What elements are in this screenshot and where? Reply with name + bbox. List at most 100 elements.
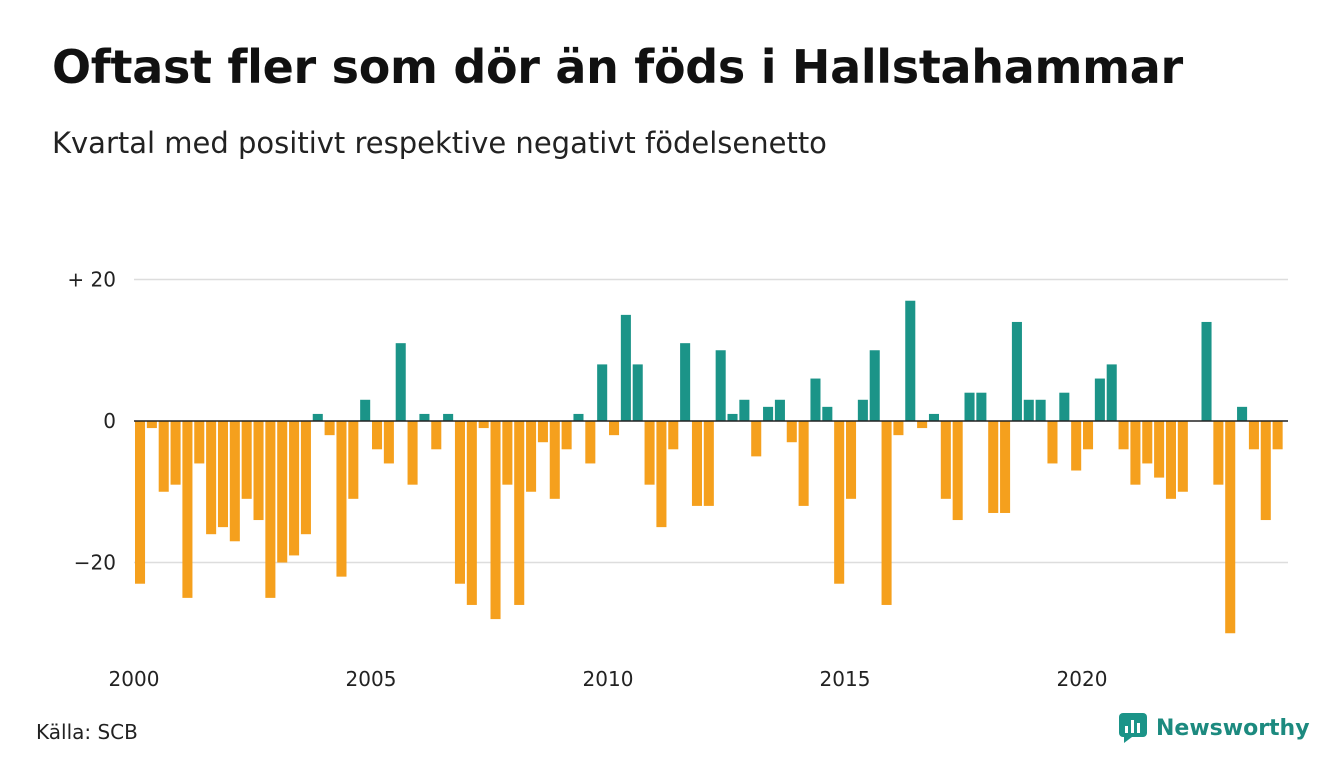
y-axis-ticks: + 20 0 −20 bbox=[67, 268, 116, 575]
bar-negative bbox=[229, 421, 240, 542]
bar-negative bbox=[146, 421, 157, 429]
x-axis-ticks: 2000 2005 2010 2015 2020 bbox=[109, 667, 1108, 691]
x-tick-label: 2005 bbox=[346, 667, 397, 691]
bar-positive bbox=[905, 300, 916, 421]
bar-positive bbox=[810, 378, 821, 421]
bar-positive bbox=[1035, 399, 1046, 421]
bar-negative bbox=[182, 421, 193, 598]
bar-negative bbox=[372, 421, 383, 450]
bar-negative bbox=[609, 421, 620, 436]
bar-negative bbox=[135, 421, 146, 584]
bar-negative bbox=[1047, 421, 1058, 464]
x-tick-label: 2010 bbox=[583, 667, 634, 691]
bar-positive bbox=[632, 364, 643, 421]
x-tick-label: 2015 bbox=[820, 667, 871, 691]
newsworthy-logo-icon bbox=[1119, 713, 1147, 743]
bar-negative bbox=[277, 421, 288, 563]
bar-positive bbox=[1237, 406, 1248, 421]
bar-negative bbox=[1142, 421, 1153, 464]
chart-subtitle: Kvartal med positivt respektive negativt… bbox=[52, 126, 827, 160]
bar-negative bbox=[253, 421, 264, 521]
bar-negative bbox=[881, 421, 892, 605]
bar-negative bbox=[324, 421, 335, 436]
bar-positive bbox=[869, 350, 880, 421]
bar-negative bbox=[703, 421, 714, 506]
bar-negative bbox=[466, 421, 477, 605]
bar-negative bbox=[206, 421, 217, 535]
bar-negative bbox=[561, 421, 572, 450]
bar-negative bbox=[786, 421, 797, 443]
bar-positive bbox=[573, 413, 584, 421]
bar-negative bbox=[798, 421, 809, 506]
x-tick-label: 2000 bbox=[109, 667, 160, 691]
bar-positive bbox=[739, 399, 750, 421]
bar-positive bbox=[928, 413, 939, 421]
bar-positive bbox=[976, 392, 987, 421]
bar-positive bbox=[822, 406, 833, 421]
bar-negative bbox=[668, 421, 679, 450]
bar-negative bbox=[265, 421, 276, 598]
brand-name: Newsworthy bbox=[1156, 715, 1310, 741]
bar-negative bbox=[1130, 421, 1141, 485]
bar-positive bbox=[1106, 364, 1117, 421]
bar-negative bbox=[514, 421, 525, 605]
bar-negative bbox=[1071, 421, 1082, 471]
bar-negative bbox=[1248, 421, 1259, 450]
x-tick-label: 2020 bbox=[1057, 667, 1108, 691]
bar-positive bbox=[1011, 321, 1022, 421]
bar-negative bbox=[644, 421, 655, 485]
bar-positive bbox=[597, 364, 608, 421]
source-note: Källa: SCB bbox=[36, 720, 138, 744]
bar-negative bbox=[1177, 421, 1188, 492]
bar-negative bbox=[431, 421, 442, 450]
bar-negative bbox=[289, 421, 300, 556]
bar-negative bbox=[751, 421, 762, 457]
bar-negative bbox=[1272, 421, 1283, 450]
bar-negative bbox=[1154, 421, 1165, 478]
bar-negative bbox=[1000, 421, 1011, 513]
bar-positive bbox=[620, 314, 631, 421]
bar-positive bbox=[1201, 321, 1212, 421]
bar-negative bbox=[585, 421, 596, 464]
bar-negative bbox=[537, 421, 548, 443]
bar-negative bbox=[490, 421, 501, 620]
newsworthy-logo[interactable]: Newsworthy bbox=[1118, 712, 1310, 744]
bar-negative bbox=[407, 421, 418, 485]
chart-title: Oftast fler som dör än föds i Hallstaham… bbox=[52, 40, 1183, 94]
bar-negative bbox=[952, 421, 963, 521]
bar-positive bbox=[312, 413, 323, 421]
bar-negative bbox=[1213, 421, 1224, 485]
bar-negative bbox=[1225, 421, 1236, 634]
bar-negative bbox=[940, 421, 951, 499]
bar-negative bbox=[549, 421, 560, 499]
bar-negative bbox=[656, 421, 667, 528]
bar-negative bbox=[217, 421, 228, 528]
bar-negative bbox=[300, 421, 311, 535]
bar-negative bbox=[917, 421, 928, 429]
bar-negative bbox=[194, 421, 205, 464]
bar-negative bbox=[383, 421, 394, 464]
bar-positive bbox=[443, 413, 454, 421]
bar-positive bbox=[715, 350, 726, 421]
bar-negative bbox=[348, 421, 359, 499]
bar-negative bbox=[1083, 421, 1094, 450]
bar-positive bbox=[763, 406, 774, 421]
bar-negative bbox=[241, 421, 252, 499]
bar-negative bbox=[526, 421, 537, 492]
bars bbox=[135, 300, 1283, 634]
bar-positive bbox=[395, 343, 406, 421]
bar-negative bbox=[1118, 421, 1129, 450]
bar-negative bbox=[336, 421, 347, 577]
bar-negative bbox=[478, 421, 489, 429]
bar-positive bbox=[419, 413, 430, 421]
bar-positive bbox=[1023, 399, 1034, 421]
bar-positive bbox=[360, 399, 371, 421]
bar-negative bbox=[502, 421, 513, 485]
bar-negative bbox=[846, 421, 857, 499]
bar-negative bbox=[454, 421, 465, 584]
bar-positive bbox=[774, 399, 785, 421]
y-tick-label: 0 bbox=[103, 409, 116, 433]
bar-negative bbox=[834, 421, 845, 584]
grid-lines bbox=[134, 278, 1288, 564]
